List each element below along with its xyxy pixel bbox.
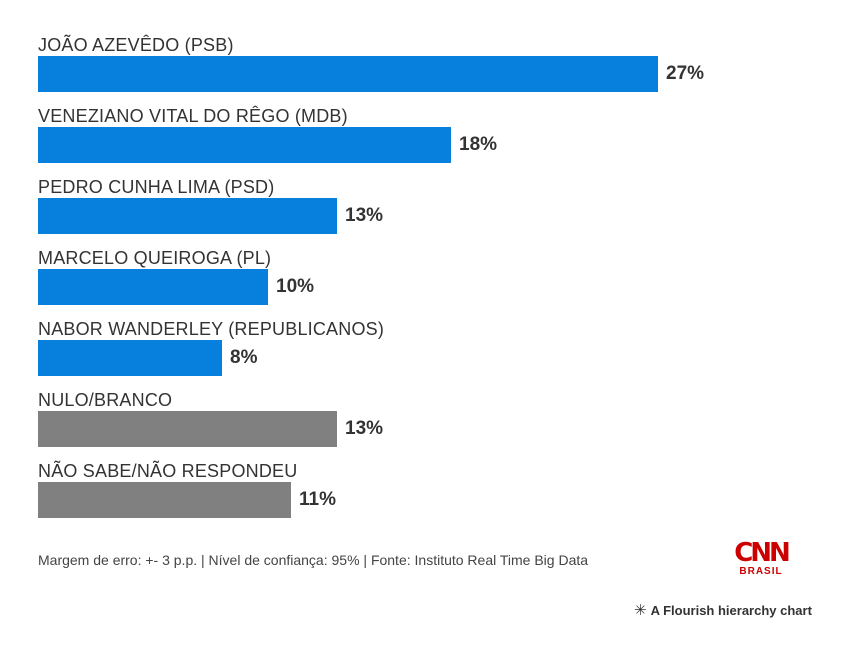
cnn-brasil-logo[interactable]: CNN BRASIL: [731, 538, 791, 580]
bar-chart: JOÃO AZEVÊDO (PSB) 27% VENEZIANO VITAL DO …: [38, 35, 705, 518]
logo-brand-text: CNN: [734, 538, 791, 568]
flourish-credit-link[interactable]: ✳ A Flourish hierarchy chart: [634, 603, 812, 618]
value-label: 27%: [666, 63, 705, 84]
flourish-asterisk-icon: ✳: [634, 602, 647, 619]
bar[interactable]: [38, 56, 658, 92]
value-label: 18%: [459, 134, 498, 155]
category-label: NÃO SABE/NÃO RESPONDEU: [38, 461, 298, 481]
value-label: 11%: [299, 489, 336, 510]
value-label: 10%: [276, 276, 315, 297]
bar[interactable]: [38, 411, 337, 447]
category-label: MARCELO QUEIROGA (PL): [38, 248, 272, 268]
category-label: VENEZIANO VITAL DO RÊGO (MDB): [38, 106, 348, 126]
bar[interactable]: [38, 127, 451, 163]
value-label: 13%: [345, 205, 384, 226]
bar[interactable]: [38, 269, 268, 305]
bar[interactable]: [38, 340, 222, 376]
logo-sub-text: BRASIL: [739, 566, 783, 577]
value-label: 13%: [345, 418, 384, 439]
source-footnote: Margem de erro: +- 3 p.p. | Nível de con…: [38, 552, 589, 568]
value-label: 8%: [230, 347, 258, 368]
category-label: NABOR WANDERLEY (REPUBLICANOS): [38, 319, 385, 339]
bar[interactable]: [38, 482, 291, 518]
category-label: JOÃO AZEVÊDO (PSB): [38, 35, 234, 55]
category-label: NULO/BRANCO: [38, 390, 173, 410]
category-label: PEDRO CUNHA LIMA (PSD): [38, 177, 275, 197]
bar[interactable]: [38, 198, 337, 234]
flourish-credit-text: A Flourish hierarchy chart: [650, 603, 812, 618]
